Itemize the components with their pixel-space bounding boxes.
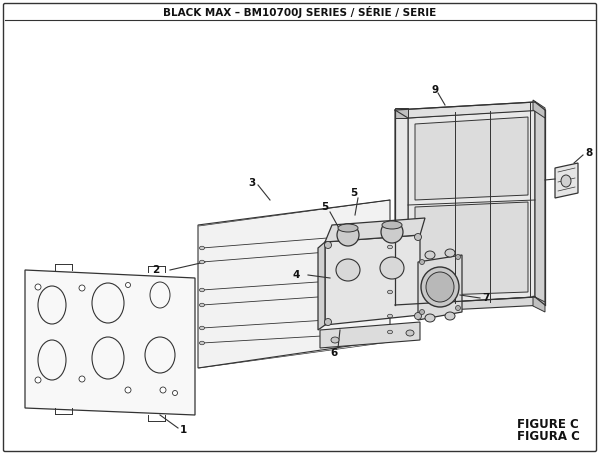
Ellipse shape <box>445 249 455 257</box>
Text: 3: 3 <box>248 178 255 188</box>
Polygon shape <box>418 255 462 320</box>
Ellipse shape <box>79 376 85 382</box>
Ellipse shape <box>415 233 421 241</box>
Ellipse shape <box>92 337 124 379</box>
Ellipse shape <box>421 267 459 307</box>
Ellipse shape <box>338 224 358 232</box>
Ellipse shape <box>406 330 414 336</box>
Text: FIGURA C: FIGURA C <box>517 430 580 444</box>
Ellipse shape <box>325 242 331 248</box>
Ellipse shape <box>419 309 425 314</box>
Ellipse shape <box>426 272 454 302</box>
Ellipse shape <box>79 285 85 291</box>
Ellipse shape <box>331 337 339 343</box>
Polygon shape <box>408 110 535 305</box>
Ellipse shape <box>388 245 392 249</box>
Ellipse shape <box>388 290 392 294</box>
Text: 6: 6 <box>331 348 338 358</box>
Ellipse shape <box>35 284 41 290</box>
Text: FIGURE C: FIGURE C <box>517 419 579 431</box>
Ellipse shape <box>150 282 170 308</box>
Ellipse shape <box>92 283 124 323</box>
Text: 1: 1 <box>180 425 187 435</box>
Polygon shape <box>533 296 545 312</box>
Ellipse shape <box>388 330 392 334</box>
Text: 2: 2 <box>152 265 159 275</box>
Polygon shape <box>395 102 545 118</box>
Ellipse shape <box>382 221 402 229</box>
Ellipse shape <box>199 303 205 307</box>
Ellipse shape <box>336 259 360 281</box>
Polygon shape <box>25 270 195 415</box>
Ellipse shape <box>388 231 392 235</box>
Ellipse shape <box>125 387 131 393</box>
Ellipse shape <box>199 246 205 250</box>
Text: BLACK MAX – BM10700J SERIES / SÉRIE / SERIE: BLACK MAX – BM10700J SERIES / SÉRIE / SE… <box>163 6 437 18</box>
Ellipse shape <box>199 288 205 292</box>
Polygon shape <box>320 322 420 348</box>
Ellipse shape <box>419 259 425 264</box>
Polygon shape <box>533 100 545 118</box>
Polygon shape <box>415 117 528 200</box>
Polygon shape <box>395 110 408 312</box>
Polygon shape <box>395 297 545 312</box>
Polygon shape <box>535 102 545 305</box>
Ellipse shape <box>160 387 166 393</box>
Text: 8: 8 <box>585 148 592 158</box>
Text: 5: 5 <box>322 202 329 212</box>
Ellipse shape <box>125 283 131 288</box>
Ellipse shape <box>38 340 66 380</box>
Polygon shape <box>325 235 420 325</box>
Text: 4: 4 <box>293 270 300 280</box>
Ellipse shape <box>381 221 403 243</box>
Ellipse shape <box>561 175 571 187</box>
Text: 7: 7 <box>482 293 490 303</box>
Ellipse shape <box>388 314 392 318</box>
Polygon shape <box>395 300 408 316</box>
Ellipse shape <box>199 260 205 264</box>
Polygon shape <box>325 218 425 242</box>
Text: 9: 9 <box>431 85 439 95</box>
Polygon shape <box>318 242 325 330</box>
Ellipse shape <box>337 224 359 246</box>
Polygon shape <box>395 108 408 118</box>
Ellipse shape <box>199 341 205 345</box>
Ellipse shape <box>380 257 404 279</box>
Ellipse shape <box>199 326 205 330</box>
Ellipse shape <box>325 318 331 325</box>
Ellipse shape <box>415 313 421 319</box>
Ellipse shape <box>173 390 178 395</box>
Ellipse shape <box>38 286 66 324</box>
Ellipse shape <box>445 312 455 320</box>
Ellipse shape <box>145 337 175 373</box>
Ellipse shape <box>35 377 41 383</box>
Ellipse shape <box>455 305 461 310</box>
Ellipse shape <box>425 314 435 322</box>
Polygon shape <box>198 200 390 368</box>
Polygon shape <box>415 202 528 296</box>
Polygon shape <box>555 163 578 198</box>
Ellipse shape <box>388 275 392 279</box>
Text: 5: 5 <box>350 188 358 198</box>
Ellipse shape <box>455 254 461 259</box>
Ellipse shape <box>425 251 435 259</box>
